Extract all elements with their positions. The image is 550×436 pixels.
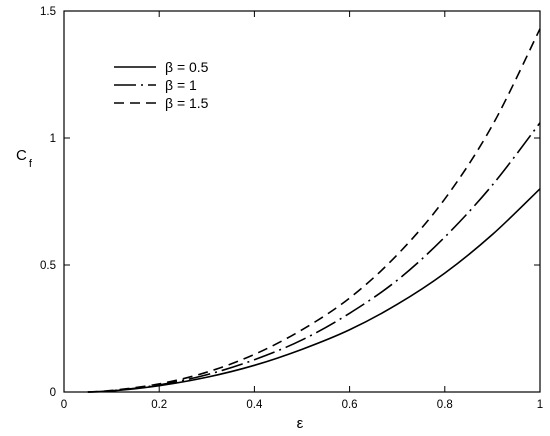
legend-label-2: β = 1	[165, 77, 197, 93]
y-tick-label: 1	[50, 133, 56, 145]
series-line-1	[87, 188, 541, 393]
x-tick-label: 0.4	[246, 399, 263, 411]
legend-label-1: β = 0.5	[165, 59, 209, 75]
x-tick-label: 0.6	[342, 399, 358, 411]
series-lines	[87, 28, 541, 393]
y-tick-label: 1.5	[40, 6, 56, 18]
series-line-3	[87, 28, 541, 393]
y-axis-label-main: C	[16, 147, 27, 164]
plot-frame	[63, 10, 541, 393]
x-tick-label: 0.8	[437, 399, 453, 411]
x-tick-label: 0.2	[151, 399, 167, 411]
x-tick-label: 0	[61, 399, 67, 411]
y-axis-label-subscript: f	[29, 158, 33, 170]
x-axis-label: ε	[297, 415, 304, 432]
legend: β = 0.5 β = 1 β = 1.5	[114, 59, 209, 111]
x-tick-labels: 0 0.2 0.4 0.6 0.8 1	[61, 399, 543, 411]
series-line-2	[87, 122, 541, 393]
x-tick-label: 1	[537, 399, 543, 411]
y-tick-labels: 0 0.5 1 1.5	[40, 6, 56, 399]
legend-label-3: β = 1.5	[165, 95, 209, 111]
y-tick-label: 0.5	[40, 260, 56, 272]
axis-ticks	[63, 10, 541, 393]
y-tick-label: 0	[50, 387, 56, 399]
